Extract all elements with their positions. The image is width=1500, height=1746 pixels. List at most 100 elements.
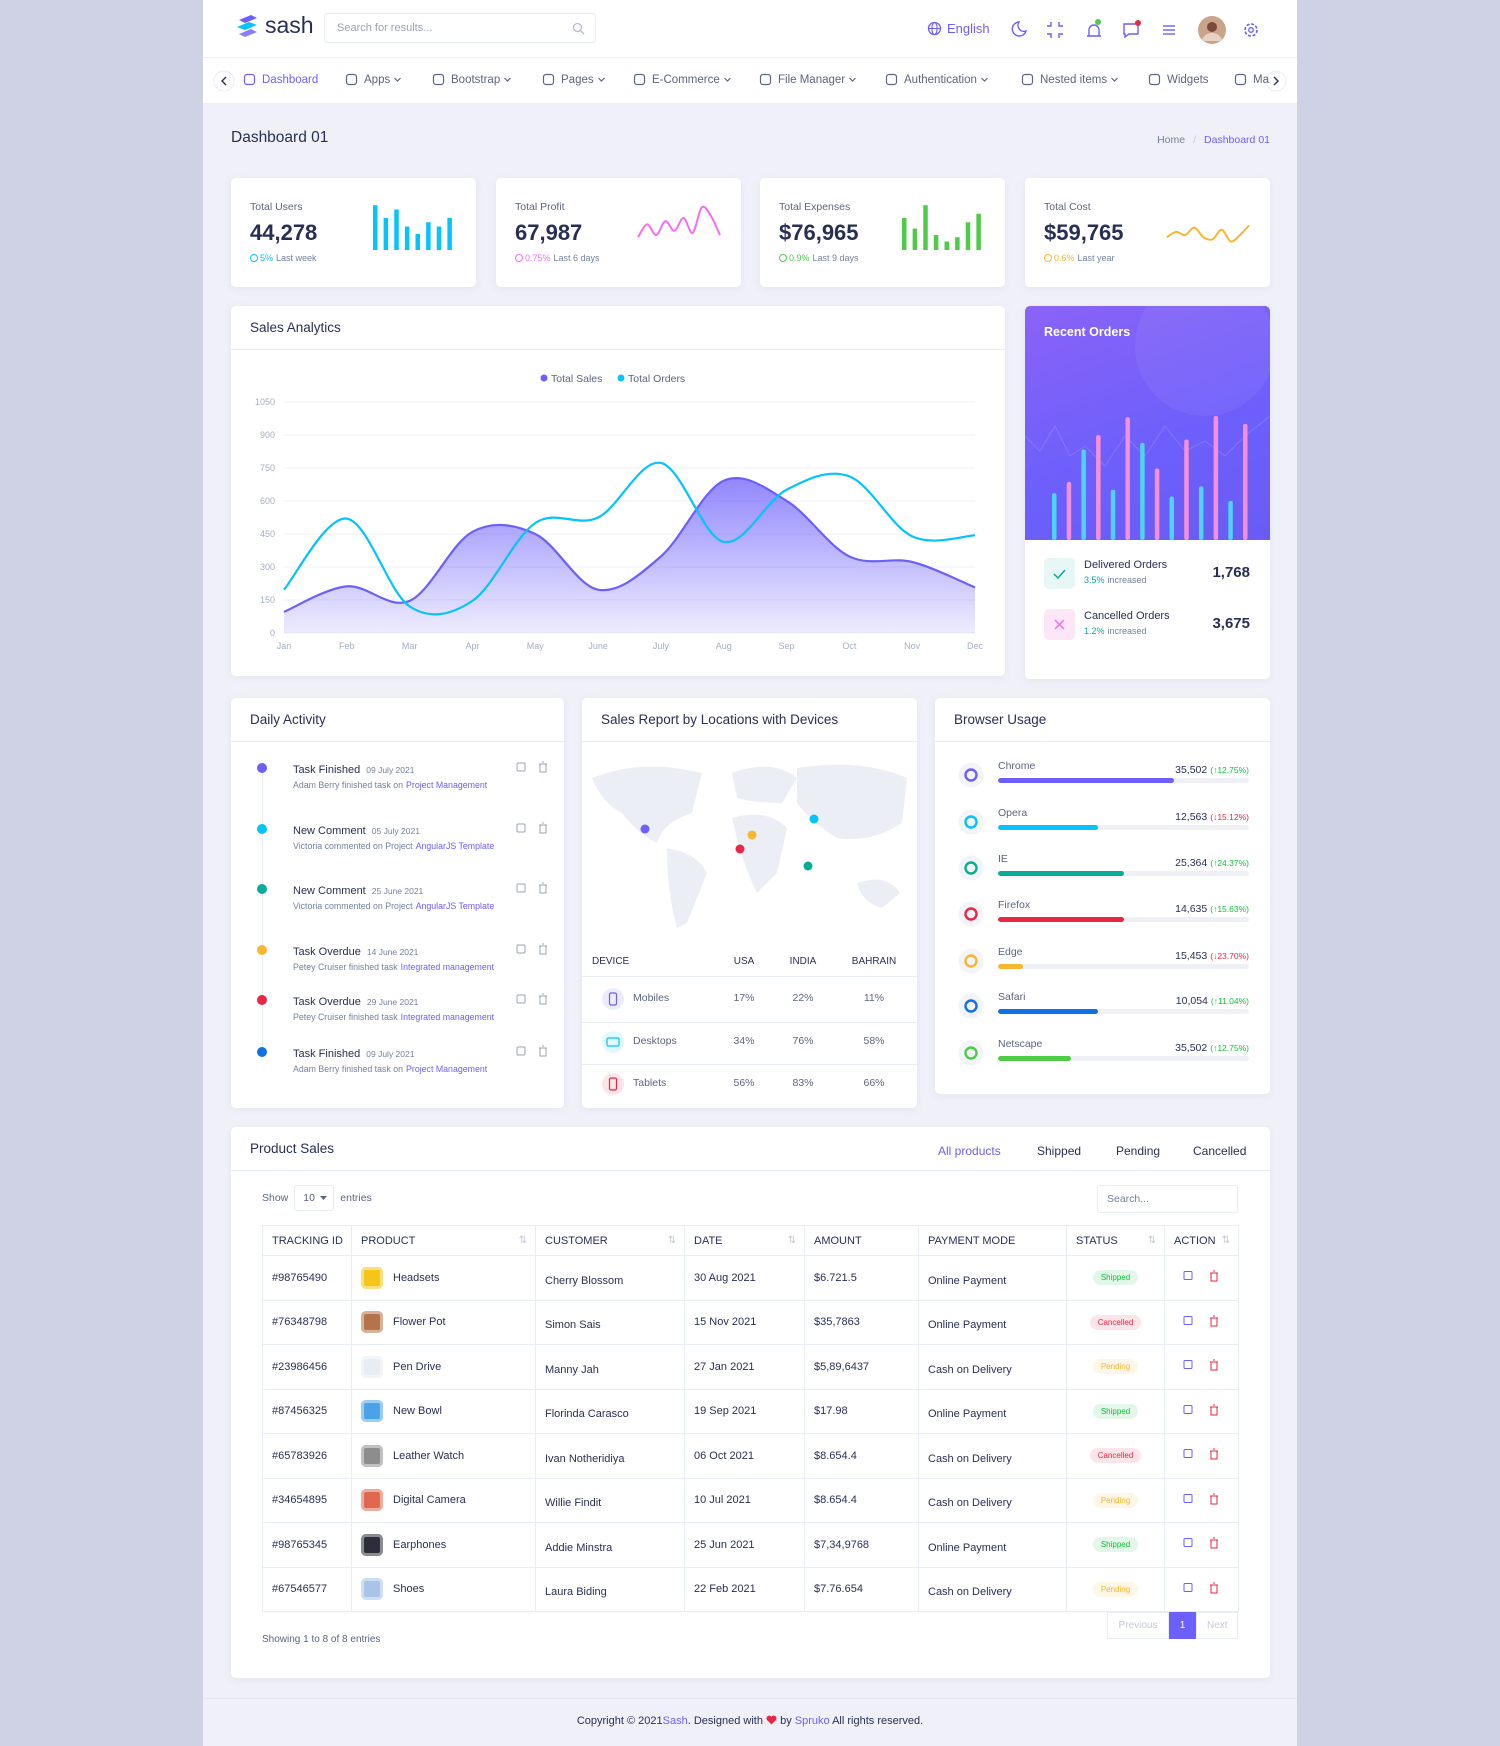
column-header[interactable]: CUSTOMER bbox=[535, 1225, 685, 1256]
edit-icon[interactable] bbox=[516, 823, 526, 833]
notification-icon[interactable] bbox=[1087, 19, 1101, 37]
activity-link[interactable]: Project Management bbox=[406, 1064, 488, 1074]
order-bar bbox=[1228, 500, 1233, 540]
edit-icon[interactable] bbox=[516, 1046, 526, 1056]
edit-icon[interactable] bbox=[1183, 1271, 1192, 1281]
status-badge: Shipped bbox=[1092, 1270, 1139, 1286]
edit-icon[interactable] bbox=[1183, 1315, 1192, 1325]
column-header[interactable]: TRACKING ID bbox=[262, 1225, 352, 1256]
delete-icon[interactable] bbox=[539, 761, 547, 773]
order-bar bbox=[1213, 416, 1219, 540]
dark-mode-icon[interactable] bbox=[1011, 21, 1028, 37]
nav-next[interactable] bbox=[1265, 70, 1287, 92]
nav-item[interactable]: Ma bbox=[1234, 73, 1269, 86]
spark-bar bbox=[923, 205, 928, 250]
nav-item[interactable]: Nested items bbox=[1021, 73, 1119, 86]
footer-company[interactable]: Spruko bbox=[794, 1715, 830, 1727]
delete-icon[interactable] bbox=[1209, 1537, 1218, 1549]
nav-label: File Manager bbox=[778, 73, 846, 86]
activity-link[interactable]: AngularJS Template bbox=[415, 901, 495, 911]
column-header[interactable]: PRODUCT bbox=[351, 1225, 536, 1256]
delete-icon[interactable] bbox=[1209, 1582, 1218, 1594]
product-table: TRACKING IDPRODUCTCUSTOMERDATEAMOUNTPAYM… bbox=[262, 1225, 1239, 1612]
nav-item[interactable]: Dashboard bbox=[243, 73, 318, 86]
progress-track bbox=[998, 964, 1249, 969]
activity-link[interactable]: Integrated management bbox=[400, 1012, 495, 1022]
nav-item[interactable]: Widgets bbox=[1148, 73, 1209, 86]
breadcrumb-item[interactable]: Home bbox=[1157, 134, 1186, 146]
edit-icon[interactable] bbox=[1183, 1493, 1192, 1503]
edit-icon[interactable] bbox=[1183, 1360, 1192, 1370]
table-search[interactable]: Search... bbox=[1097, 1185, 1238, 1213]
icon-glyph bbox=[608, 992, 618, 1006]
column-header[interactable]: PAYMENT MODE bbox=[918, 1225, 1067, 1256]
page-button[interactable]: 1 bbox=[1169, 1612, 1196, 1639]
column-header[interactable]: STATUS bbox=[1066, 1225, 1165, 1256]
delete-icon[interactable] bbox=[1209, 1404, 1218, 1416]
edit-icon[interactable] bbox=[516, 944, 526, 954]
map-marker bbox=[747, 830, 757, 840]
edit-icon[interactable] bbox=[516, 762, 526, 772]
delete-icon[interactable] bbox=[1209, 1270, 1218, 1282]
activity-head: New Comment 05 July 2021 bbox=[293, 821, 420, 839]
icon-bg bbox=[1044, 558, 1075, 589]
page-button[interactable]: Next bbox=[1196, 1612, 1238, 1639]
nav-item[interactable]: File Manager bbox=[759, 73, 857, 86]
language[interactable]: English bbox=[947, 21, 990, 36]
edit-icon[interactable] bbox=[1183, 1404, 1192, 1414]
product-cell: Digital Camera bbox=[351, 1477, 536, 1523]
delete-icon[interactable] bbox=[539, 1045, 547, 1057]
activity-link[interactable]: AngularJS Template bbox=[415, 841, 495, 851]
payment: Online Payment bbox=[918, 1299, 1067, 1345]
delete-icon[interactable] bbox=[539, 993, 547, 1005]
edit-icon[interactable] bbox=[1183, 1582, 1192, 1592]
delete-icon[interactable] bbox=[539, 882, 547, 894]
date: 22 Feb 2021 bbox=[684, 1566, 805, 1612]
fullscreen-icon[interactable] bbox=[1047, 22, 1063, 38]
filter-tab[interactable]: Cancelled bbox=[1193, 1144, 1247, 1158]
nav-item[interactable]: Pages bbox=[542, 73, 606, 86]
browser-stat: 15,453 (↓23.70%) bbox=[1175, 946, 1249, 964]
edit-icon[interactable] bbox=[1183, 1449, 1192, 1459]
settings-icon[interactable] bbox=[1244, 23, 1258, 37]
delete-icon[interactable] bbox=[539, 822, 547, 834]
delete-icon[interactable] bbox=[1209, 1493, 1218, 1505]
edit-icon[interactable] bbox=[516, 994, 526, 1004]
tracking-id: #23986456 bbox=[262, 1344, 352, 1390]
delete-icon[interactable] bbox=[539, 943, 547, 955]
column-header[interactable]: DATE bbox=[684, 1225, 805, 1256]
menu-icon[interactable] bbox=[1163, 25, 1175, 35]
x-tick-label: June bbox=[588, 641, 608, 651]
activity-link[interactable]: Project Management bbox=[406, 780, 488, 790]
page-button[interactable]: Previous bbox=[1107, 1612, 1169, 1639]
column-header[interactable]: ACTION bbox=[1164, 1225, 1239, 1256]
nav-item[interactable]: Authentication bbox=[885, 73, 989, 86]
nav-item[interactable]: Bootstrap bbox=[432, 73, 512, 86]
nav-item[interactable]: Apps bbox=[345, 73, 402, 86]
nav-prev[interactable] bbox=[213, 70, 235, 92]
caret bbox=[319, 1196, 327, 1200]
icon-glyph bbox=[964, 861, 978, 875]
edit-icon[interactable] bbox=[516, 883, 526, 893]
filter-tab[interactable]: All products bbox=[938, 1144, 1001, 1158]
edit-icon[interactable] bbox=[1183, 1538, 1192, 1548]
card-title: Recent Orders bbox=[1044, 325, 1131, 339]
filter-tab[interactable]: Pending bbox=[1116, 1144, 1161, 1158]
search-box[interactable]: Search for results... bbox=[324, 13, 596, 43]
device-share: 17% bbox=[733, 992, 755, 1004]
message-icon[interactable] bbox=[1123, 20, 1141, 39]
spark-bar bbox=[955, 237, 960, 250]
delete-icon[interactable] bbox=[1209, 1448, 1218, 1460]
column-header[interactable]: AMOUNT bbox=[804, 1225, 919, 1256]
delete-icon[interactable] bbox=[1209, 1359, 1218, 1371]
filter-tab[interactable]: Shipped bbox=[1037, 1144, 1082, 1158]
activity-link[interactable]: Integrated management bbox=[400, 962, 495, 972]
nav-item[interactable]: E-Commerce bbox=[633, 73, 732, 86]
avatar[interactable] bbox=[1198, 16, 1226, 44]
page-size-select[interactable]: 10 bbox=[294, 1185, 335, 1211]
delete-icon[interactable] bbox=[1209, 1315, 1218, 1327]
customer: Addie Minstra bbox=[535, 1522, 685, 1568]
footer-brand[interactable]: Sash bbox=[662, 1715, 688, 1727]
legend-marker bbox=[617, 374, 625, 382]
breadcrumb-item[interactable]: Dashboard 01 bbox=[1185, 134, 1270, 146]
